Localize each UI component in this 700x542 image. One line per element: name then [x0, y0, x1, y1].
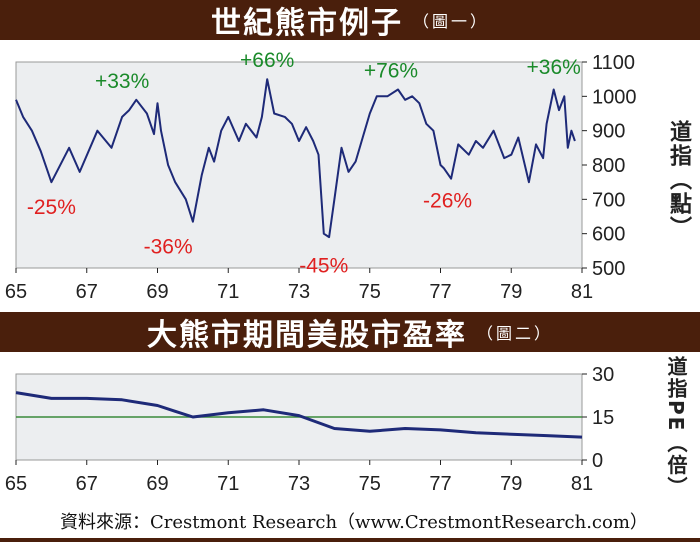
x-tick-label: 77: [429, 281, 451, 303]
y-tick-label: 900: [592, 121, 625, 143]
chart1-ylabel: 道指（點）: [666, 120, 691, 240]
series-line: [15, 391, 583, 439]
x-tick-label: 71: [217, 473, 239, 495]
annotation-label: -36%: [144, 236, 193, 259]
y-tick-label: 30: [592, 364, 614, 386]
x-tick-label: 69: [146, 473, 168, 495]
chart2-subtitle: （圖二）: [476, 324, 553, 343]
x-tick-label: 67: [76, 281, 98, 303]
chart1-banner: 世紀熊市例子 （圖一）: [0, 0, 700, 41]
x-tick-label: 71: [217, 281, 239, 303]
annotation-label: +66%: [240, 49, 294, 72]
y-tick-label: 0: [592, 450, 603, 472]
y-tick-label: 1100: [592, 52, 635, 74]
chart2-ylabel: 道指PE（倍）: [664, 356, 688, 499]
annotation-label: +33%: [95, 70, 149, 93]
chart2-svg: 0 15 30 65 67 69 71 73 75 77 79 81: [5, 364, 614, 495]
x-tick-label: 69: [146, 281, 168, 303]
chart1-title: 世紀熊市例子: [210, 6, 403, 41]
chart2-banner: 大熊市期間美股市盈率 （圖二）: [0, 312, 700, 353]
x-tick-label: 73: [288, 281, 310, 303]
chart1-panel: 500 600 700 800 900 1000 1100 65 67 69 71 73 75 77 79 8…: [0, 40, 700, 312]
source-note: 資料來源：Crestmont Research（www.CrestmontRes…: [60, 512, 648, 533]
x-tick-label: 77: [429, 473, 451, 495]
y-tick-label: 700: [592, 189, 625, 211]
chart1-subtitle: （圖一）: [412, 12, 489, 31]
annotation-label: -25%: [27, 196, 76, 219]
x-tick-label: 75: [359, 473, 381, 495]
x-tick-label: 81: [571, 281, 593, 303]
annotation-label: +76%: [364, 59, 418, 82]
y-tick-label: 15: [592, 407, 614, 429]
y-tick-label: 1000: [592, 86, 637, 108]
x-tick-label: 79: [500, 473, 522, 495]
annotation-label: +36%: [527, 56, 581, 79]
x-tick-label: 79: [500, 281, 522, 303]
x-tick-label: 67: [76, 473, 98, 495]
y-tick-label: 500: [592, 258, 625, 280]
x-tick-label: 81: [571, 473, 593, 495]
chart1-svg: 500 600 700 800 900 1000 1100 65 67 69 71 73 75 77 79 8…: [5, 49, 637, 303]
plot-area: [15, 61, 583, 269]
x-tick-label: 75: [359, 281, 381, 303]
annotation-label: -45%: [299, 255, 348, 278]
y-tick-label: 600: [592, 224, 625, 246]
annotation-label: -26%: [423, 189, 472, 212]
x-tick-label: 65: [5, 281, 27, 303]
x-tick-label: 65: [5, 473, 27, 495]
y-tick-label: 800: [592, 155, 625, 177]
series-line: [15, 78, 576, 239]
chart2-panel: 0 15 30 65 67 69 71 73 75 77 79 81 道指PE（倍）: [0, 352, 700, 538]
x-tick-label: 73: [288, 473, 310, 495]
chart2-title: 大熊市期間美股市盈率: [146, 318, 467, 353]
